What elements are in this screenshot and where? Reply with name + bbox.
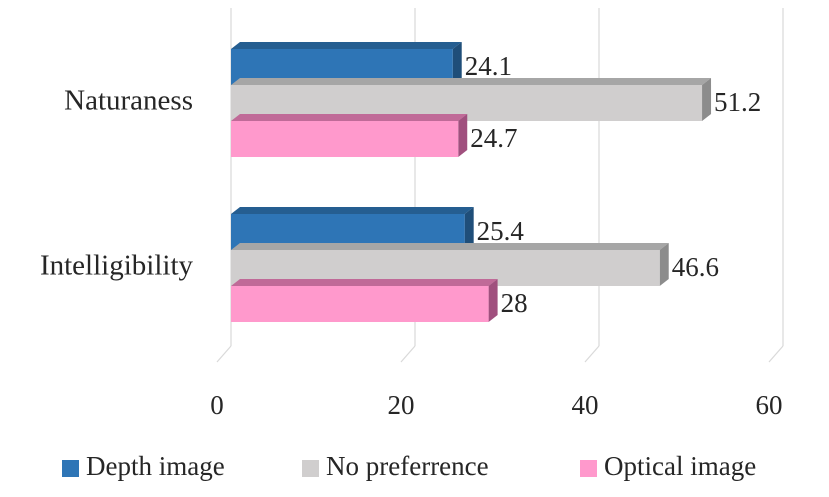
bar-side [458,114,468,157]
legend-label: Depth image [86,451,225,481]
data-label: 28 [501,288,528,318]
bar-top [231,243,669,250]
bar-side [488,279,498,322]
tick-label: 20 [388,390,415,420]
floor-gridline [584,345,600,363]
tick-label: 60 [756,390,783,420]
floor-gridline [400,345,416,363]
bar-top [231,279,498,286]
legend-item-no-preferrence: No preferrence [302,451,489,481]
bar-top [231,114,468,121]
bar-side [659,243,669,286]
category-label: Naturaness [64,85,193,117]
category-axis: Naturaness Intelligibility [40,85,194,282]
legend-item-depth-image: Depth image [62,451,225,481]
legend-swatch [580,460,597,477]
data-labels: 24.1 51.2 24.7 25.4 46.6 28 [465,51,762,318]
legend-label: No preferrence [326,451,489,481]
legend-swatch [62,460,79,477]
legend-label: Optical image [604,451,756,481]
bar-top [231,78,712,85]
floor-gridline [768,345,784,363]
bar-top [231,42,462,49]
value-axis: 0 20 40 60 [210,390,782,420]
bar-front [231,121,459,157]
data-label: 24.1 [465,51,512,81]
data-label: 25.4 [477,216,525,246]
bar-side [702,78,712,121]
bar-top [231,207,474,214]
data-label: 51.2 [714,87,761,117]
data-label: 24.7 [470,123,517,153]
bar-side [452,42,462,85]
legend: Depth image No preferrence Optical image [62,451,756,481]
bar-intelligibility-optical-image [231,279,498,322]
bars [231,42,712,322]
bar-naturaness-optical-image [231,114,468,157]
legend-swatch [302,460,319,477]
bar-side [464,207,474,250]
tick-label: 0 [210,390,224,420]
tick-label: 40 [572,390,599,420]
data-label: 46.6 [672,252,719,282]
floor-gridline [216,345,232,363]
bar-front [231,286,489,322]
legend-item-optical-image: Optical image [580,451,756,481]
category-label: Intelligibility [40,250,194,282]
